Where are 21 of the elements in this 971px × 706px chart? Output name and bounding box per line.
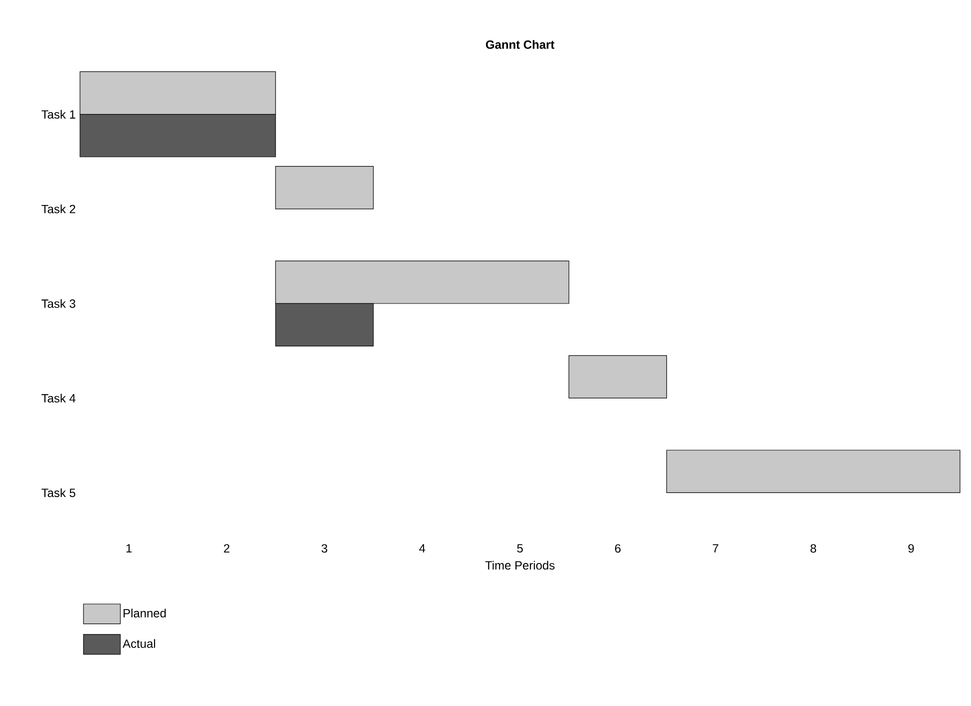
x-tick-label: 9 [908, 544, 914, 553]
bar [275, 166, 374, 210]
chart-title: Gannt Chart [486, 40, 554, 49]
x-tick-label: 7 [712, 544, 718, 552]
x-tick-label: 3 [322, 544, 328, 553]
x-tick-label: 8 [810, 544, 816, 553]
x-tick-label: 4 [419, 544, 426, 552]
x-tick-label: 6 [615, 544, 621, 553]
x-tick-label: 5 [517, 544, 523, 553]
y-tick-label: Task 2 [42, 204, 76, 214]
bar [568, 355, 667, 398]
y-tick-label: Task 3 [42, 299, 76, 308]
y-tick-label: Task 1 [42, 110, 76, 119]
x-tick-label: 2 [224, 544, 230, 553]
y-tick-label: Task 5 [42, 488, 76, 498]
x-tick-label: 1 [126, 544, 132, 552]
x-axis-title: Time Periods [485, 560, 555, 570]
bar [666, 450, 960, 494]
legend-label: Actual [122, 639, 156, 648]
y-tick-label: Task 4 [42, 394, 76, 402]
legend-label: Planned [124, 608, 166, 618]
